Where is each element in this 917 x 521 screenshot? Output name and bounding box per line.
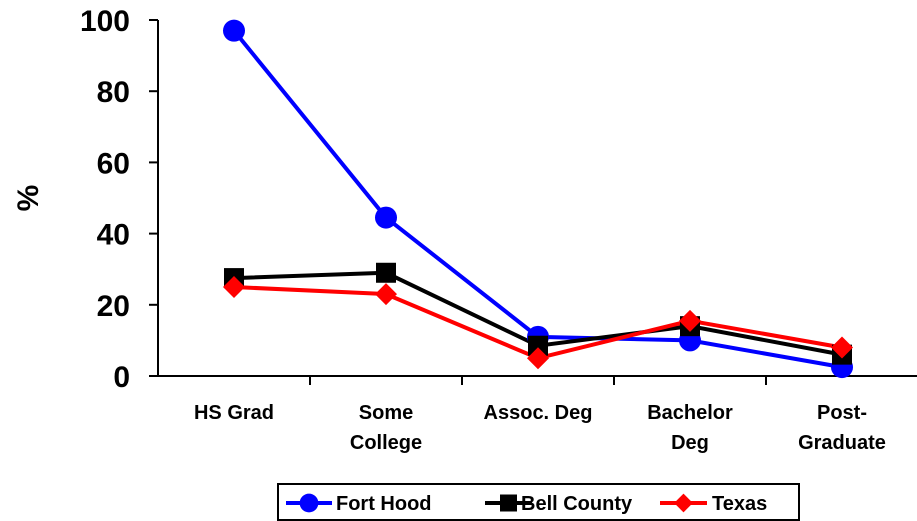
- x-tick-label: Assoc. Deg: [484, 402, 593, 424]
- legend-swatch-marker: [674, 493, 693, 513]
- axes: [149, 19, 917, 385]
- tick-labels: 0 20 40 60 80 100 HS Grad Some College Assoc. Deg…: [80, 5, 886, 454]
- y-tick-label: 100: [80, 5, 130, 38]
- legend: Fort Hood Bell County Texas: [277, 483, 800, 521]
- series-markers: [223, 19, 853, 379]
- texas-point: [375, 283, 397, 306]
- y-tick-label: 80: [97, 76, 130, 109]
- texas-point: [527, 347, 549, 370]
- series-lines: [232, 29, 843, 370]
- y-tick-label: 20: [97, 290, 130, 323]
- fort-hood-point: [223, 19, 245, 42]
- legend-swatch-marker: [299, 493, 319, 513]
- bell-county-point: [528, 335, 548, 356]
- y-tick-label: 60: [97, 147, 130, 180]
- fort-hood-line: [232, 29, 843, 370]
- x-tick-label: Some College: [350, 402, 422, 454]
- legend-label: Texas: [712, 493, 767, 515]
- legend-label: Fort Hood: [336, 493, 432, 515]
- fort-hood-point: [375, 206, 397, 229]
- x-tick-label: Post-Graduate: [798, 402, 886, 454]
- x-tick-label: HS Grad: [194, 402, 274, 424]
- legend-item-fort-hood: Fort Hood: [286, 493, 432, 515]
- texas-point: [679, 309, 701, 332]
- bell-county-point: [376, 262, 396, 283]
- legend-box: [277, 483, 800, 521]
- x-tick-label: Bachelor Deg: [647, 402, 733, 454]
- y-tick-label: 0: [113, 361, 130, 394]
- legend-item-texas: Texas: [660, 493, 767, 515]
- legend-label: Bell County: [521, 493, 633, 515]
- texas-point: [223, 276, 245, 298]
- legend-swatch-marker: [500, 494, 517, 512]
- y-tick-label: 40: [97, 219, 130, 252]
- texas-point: [831, 336, 853, 359]
- legend-item-bell-county: Bell County: [485, 493, 633, 515]
- y-axis-label: %: [12, 185, 45, 212]
